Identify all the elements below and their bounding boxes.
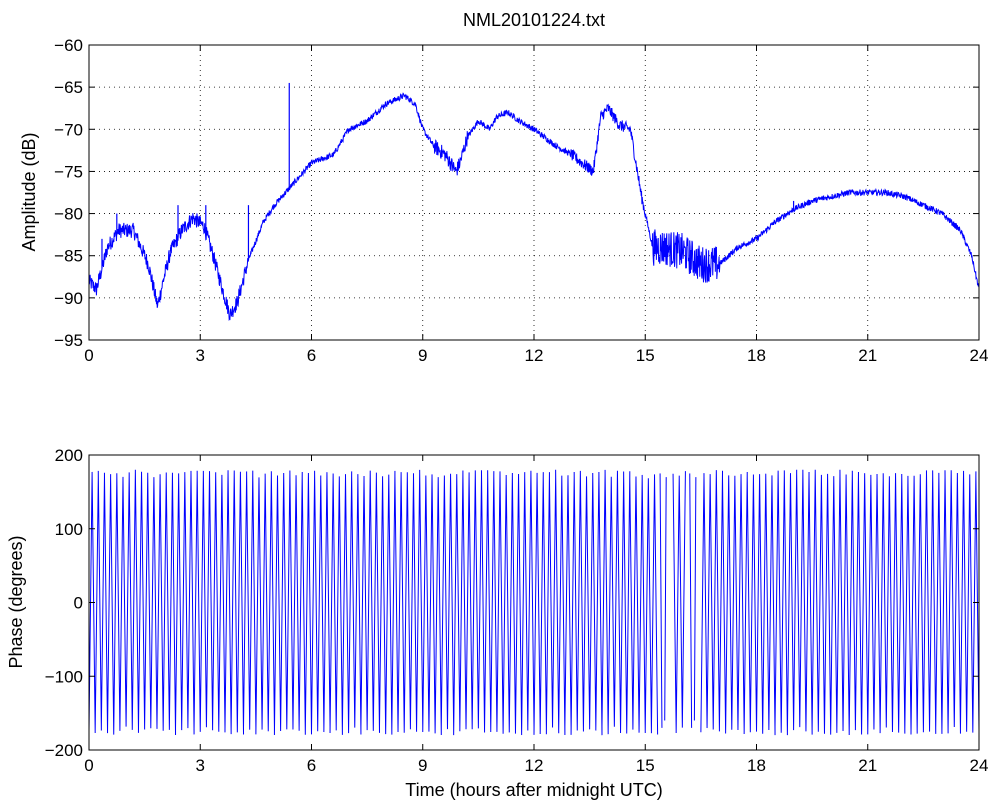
amplitude-line [88,92,980,322]
x-tick-label: 21 [858,346,877,365]
y-tick-label: −95 [54,331,83,350]
y-tick-label: −200 [45,741,83,760]
x-tick-label: 15 [636,346,655,365]
x-tick-label: 3 [196,756,205,775]
y-tick-label: 100 [55,520,83,539]
x-tick-label: 24 [970,756,989,775]
y-tick-label: −60 [54,36,83,55]
x-tick-label: 3 [196,346,205,365]
phase-y-axis-label: Phase (degrees) [6,535,26,668]
x-tick-label: 15 [636,756,655,775]
x-tick-label: 9 [418,346,427,365]
x-tick-label: 24 [970,346,989,365]
phase-series [88,469,980,736]
phase-ticks: 0 3 6 9 12 15 18 21 24 −200 −100 0 100 200 [45,446,989,775]
amplitude-ticks: 0 3 6 9 12 15 18 21 24 −95 −90 −85 −80 −75 −70 −65 −60 [54,36,988,365]
y-tick-label: 200 [55,446,83,465]
phase-axes: 0 3 6 9 12 15 18 21 24 −200 −100 0 100 200 Phase (deg… [6,446,988,800]
y-tick-label: −100 [45,667,83,686]
y-tick-label: 0 [74,594,83,613]
y-tick-label: −90 [54,289,83,308]
amplitude-series [88,82,980,322]
x-tick-label: 0 [84,346,93,365]
x-tick-label: 21 [858,756,877,775]
phase-line [88,469,980,736]
figure-title: NML20101224.txt [463,10,605,30]
y-tick-label: −80 [54,205,83,224]
phase-x-axis-label: Time (hours after midnight UTC) [405,780,662,800]
x-tick-label: 6 [307,756,316,775]
y-tick-label: −85 [54,247,83,266]
x-tick-label: 12 [525,346,544,365]
y-tick-label: −75 [54,162,83,181]
x-tick-label: 0 [84,756,93,775]
x-tick-label: 18 [747,756,766,775]
y-tick-label: −70 [54,120,83,139]
y-tick-label: −65 [54,78,83,97]
x-tick-label: 12 [525,756,544,775]
x-tick-label: 6 [307,346,316,365]
amplitude-axes: 0 3 6 9 12 15 18 21 24 −95 −90 −85 −80 −75 −70 −65 −60 A… [19,36,988,365]
x-tick-label: 18 [747,346,766,365]
amplitude-y-axis-label: Amplitude (dB) [19,132,39,251]
x-tick-label: 9 [418,756,427,775]
